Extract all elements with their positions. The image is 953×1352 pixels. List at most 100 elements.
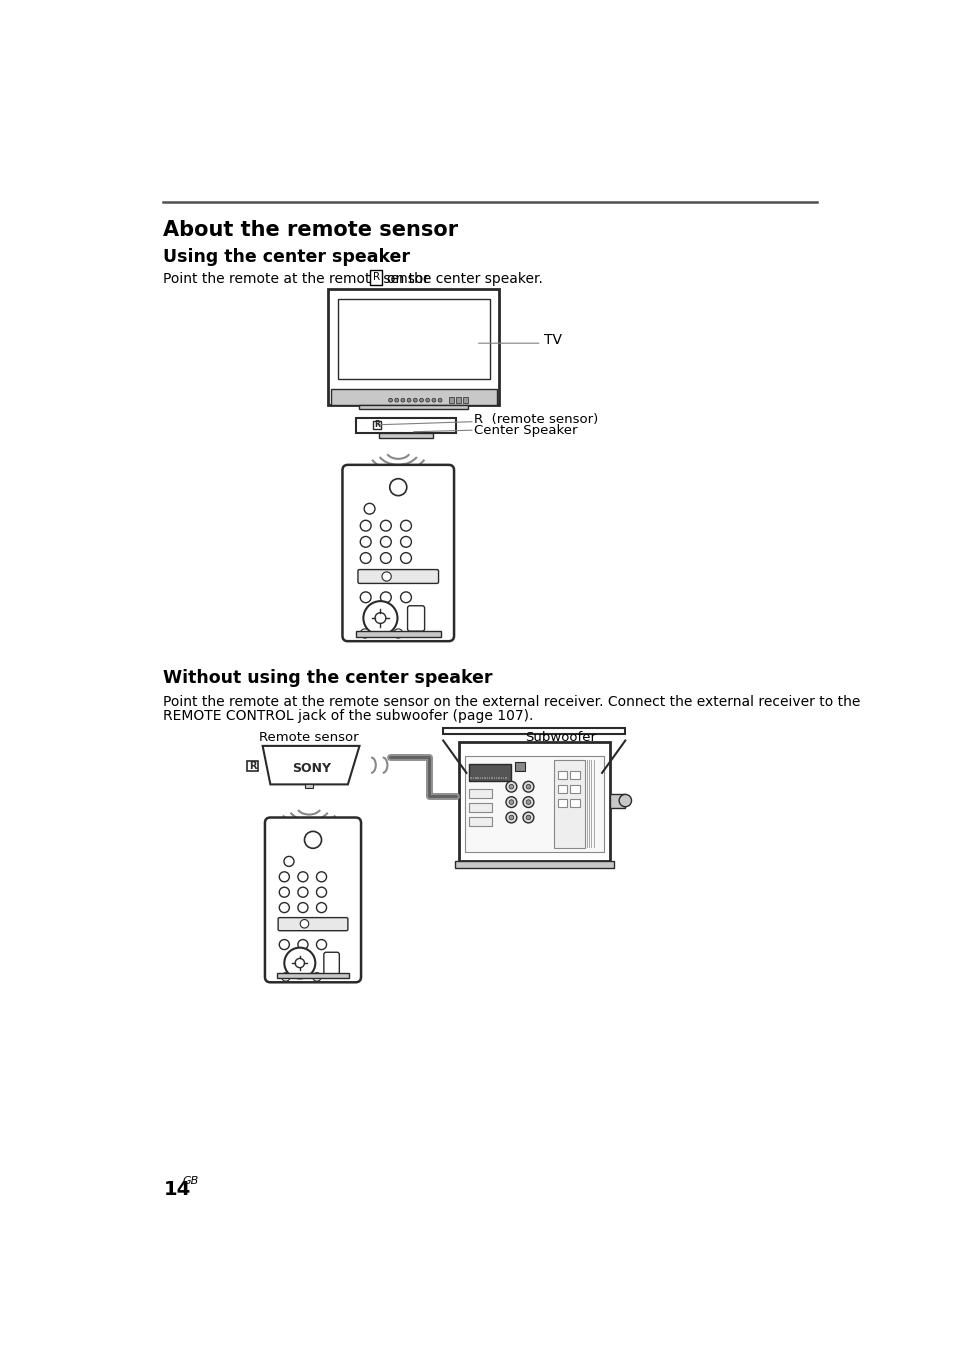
Circle shape [522,796,534,807]
Text: R: R [374,420,379,430]
Bar [448,397,454,403]
FancyBboxPatch shape [407,606,424,631]
Circle shape [297,903,308,913]
Bar [455,861,613,868]
Text: GB: GB [183,1176,199,1186]
Circle shape [316,887,326,898]
Text: R: R [373,272,379,283]
Bar [579,760,580,848]
Bar [491,776,493,779]
Circle shape [618,795,631,807]
Bar [581,760,582,848]
Text: Center Speaker: Center Speaker [474,423,578,437]
Circle shape [400,553,411,564]
Circle shape [313,972,321,982]
Text: Using the center speaker: Using the center speaker [163,249,410,266]
Bar [464,756,603,852]
Bar [337,299,489,379]
Circle shape [394,629,402,638]
Circle shape [375,612,385,623]
Bar [493,776,495,779]
Text: TV: TV [543,333,561,347]
Text: R  (remote sensor): R (remote sensor) [474,412,598,426]
Text: 14: 14 [163,1180,191,1199]
Circle shape [380,553,391,564]
Bar [468,790,492,798]
Bar [609,794,624,807]
Bar [500,776,501,779]
Text: About the remote sensor: About the remote sensor [163,220,458,241]
Circle shape [297,887,308,898]
Bar [468,764,511,780]
Bar [588,760,590,848]
Bar [572,760,573,848]
FancyBboxPatch shape [278,918,348,930]
FancyBboxPatch shape [323,952,339,975]
Text: Subwoofer: Subwoofer [525,730,596,744]
Circle shape [360,592,371,603]
Bar [470,776,472,779]
Bar [443,729,624,734]
Circle shape [395,399,398,402]
Circle shape [400,399,404,402]
Circle shape [400,537,411,548]
Bar [583,760,585,848]
Circle shape [437,399,441,402]
Text: SONY: SONY [292,763,331,776]
Text: R: R [249,761,256,771]
Bar [558,786,567,792]
Bar [593,760,594,848]
Bar [456,397,460,403]
Circle shape [279,903,289,913]
Circle shape [380,537,391,548]
Bar [497,776,499,779]
Circle shape [505,796,517,807]
Circle shape [360,553,371,564]
Bar [570,786,579,792]
Bar [484,776,485,779]
Bar [355,631,440,637]
Circle shape [316,903,326,913]
Bar [575,760,576,848]
Circle shape [279,887,289,898]
Circle shape [522,813,534,823]
Circle shape [509,815,513,819]
Circle shape [419,399,423,402]
Text: Without using the center speaker: Without using the center speaker [163,669,493,687]
FancyBboxPatch shape [342,465,454,641]
Circle shape [279,940,289,949]
Bar [355,418,456,433]
Circle shape [505,781,517,792]
Bar [586,760,587,848]
Bar [502,776,504,779]
Bar [560,760,561,848]
Text: Point the remote at the remote sensor: Point the remote at the remote sensor [163,272,429,287]
Circle shape [304,831,321,848]
Text: Point the remote at the remote sensor on the external receiver. Connect the exte: Point the remote at the remote sensor on… [163,695,860,708]
Circle shape [294,959,304,968]
Bar [505,776,506,779]
Bar [373,420,381,430]
Bar [591,760,592,848]
Text: Remote sensor: Remote sensor [259,730,358,744]
Bar [276,973,349,979]
Circle shape [316,940,326,949]
Bar [359,404,468,408]
Circle shape [525,815,530,819]
Circle shape [284,948,315,979]
Circle shape [297,872,308,882]
Circle shape [525,784,530,790]
Bar [565,760,566,848]
FancyBboxPatch shape [357,569,438,584]
Circle shape [300,919,309,927]
Bar [570,771,579,779]
Bar [554,760,584,848]
Circle shape [363,602,397,635]
Bar [468,803,492,813]
Bar [481,776,483,779]
Circle shape [425,399,429,402]
Circle shape [509,800,513,804]
Bar [476,776,478,779]
Circle shape [390,479,406,496]
Bar [562,760,564,848]
